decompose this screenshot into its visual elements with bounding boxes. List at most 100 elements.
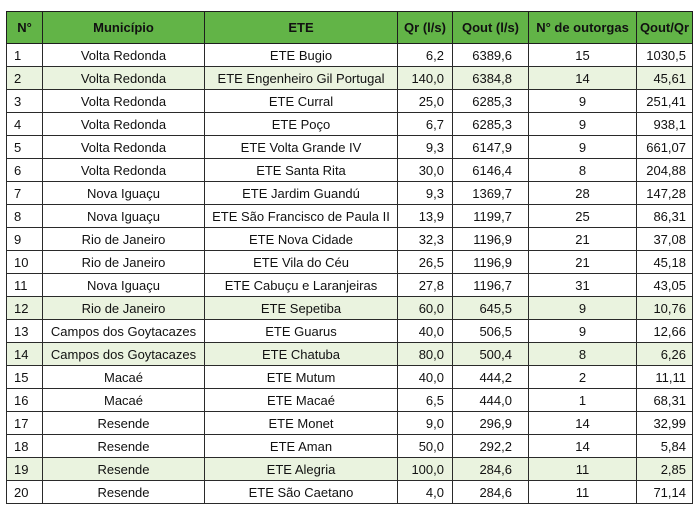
cell-number: 10 — [6, 250, 43, 274]
cell-ete: ETE Guarus — [204, 319, 398, 343]
cell-municipio: Volta Redonda — [42, 43, 205, 67]
cell-ratio: 938,1 — [636, 112, 693, 136]
cell-qr: 140,0 — [397, 66, 453, 90]
cell-municipio: Resende — [42, 411, 205, 435]
cell-outorgas: 31 — [528, 273, 637, 297]
cell-ratio: 71,14 — [636, 480, 693, 504]
cell-outorgas: 9 — [528, 135, 637, 159]
cell-municipio: Volta Redonda — [42, 158, 205, 182]
cell-number: 17 — [6, 411, 43, 435]
cell-number: 18 — [6, 434, 43, 458]
cell-qr: 6,5 — [397, 388, 453, 412]
header-ete: ETE — [204, 11, 398, 44]
cell-qout: 6147,9 — [452, 135, 529, 159]
cell-outorgas: 2 — [528, 365, 637, 389]
header-ratio: Qout/Qr — [636, 11, 693, 44]
table-row: 17 Resende ETE Monet 9,0 296,9 14 32,99 — [6, 411, 693, 435]
cell-number: 2 — [6, 66, 43, 90]
table-row: 12 Rio de Janeiro ETE Sepetiba 60,0 645,5 9 10… — [6, 296, 693, 320]
cell-number: 19 — [6, 457, 43, 481]
cell-outorgas: 9 — [528, 112, 637, 136]
cell-number: 11 — [6, 273, 43, 297]
cell-ete: ETE São Caetano — [204, 480, 398, 504]
cell-qr: 9,3 — [397, 181, 453, 205]
cell-number: 7 — [6, 181, 43, 205]
cell-ete: ETE Sepetiba — [204, 296, 398, 320]
cell-municipio: Volta Redonda — [42, 66, 205, 90]
cell-ratio: 45,18 — [636, 250, 693, 274]
table-row: 15 Macaé ETE Mutum 40,0 444,2 2 11,11 — [6, 365, 693, 389]
table-row: 18 Resende ETE Aman 50,0 292,2 14 5,84 — [6, 434, 693, 458]
table-row: 16 Macaé ETE Macaé 6,5 444,0 1 68,31 — [6, 388, 693, 412]
cell-municipio: Nova Iguaçu — [42, 273, 205, 297]
table-row: 20 Resende ETE São Caetano 4,0 284,6 11 71,14 — [6, 480, 693, 504]
cell-number: 8 — [6, 204, 43, 228]
cell-number: 5 — [6, 135, 43, 159]
header-outorgas: N° de outorgas — [528, 11, 637, 44]
cell-qr: 13,9 — [397, 204, 453, 228]
cell-qout: 284,6 — [452, 457, 529, 481]
cell-ratio: 11,11 — [636, 365, 693, 389]
cell-qout: 6389,6 — [452, 43, 529, 67]
cell-municipio: Campos dos Goytacazes — [42, 319, 205, 343]
cell-qr: 80,0 — [397, 342, 453, 366]
ete-table: N° Município ETE Qr (l/s) Qout (l/s) N° … — [6, 11, 693, 504]
cell-municipio: Resende — [42, 480, 205, 504]
cell-ratio: 6,26 — [636, 342, 693, 366]
ete-table-container: N° Município ETE Qr (l/s) Qout (l/s) N° … — [6, 11, 693, 504]
cell-outorgas: 8 — [528, 158, 637, 182]
cell-number: 15 — [6, 365, 43, 389]
cell-ete: ETE Santa Rita — [204, 158, 398, 182]
cell-ete: ETE Nova Cidade — [204, 227, 398, 251]
cell-qout: 1199,7 — [452, 204, 529, 228]
cell-number: 12 — [6, 296, 43, 320]
cell-outorgas: 14 — [528, 411, 637, 435]
cell-qout: 284,6 — [452, 480, 529, 504]
table-row: 11 Nova Iguaçu ETE Cabuçu e Laranjeiras 27,… — [6, 273, 693, 297]
cell-outorgas: 8 — [528, 342, 637, 366]
cell-ratio: 45,61 — [636, 66, 693, 90]
cell-ratio: 68,31 — [636, 388, 693, 412]
cell-outorgas: 9 — [528, 89, 637, 113]
cell-ratio: 12,66 — [636, 319, 693, 343]
cell-municipio: Campos dos Goytacazes — [42, 342, 205, 366]
cell-ete: ETE Volta Grande IV — [204, 135, 398, 159]
table-row: 3 Volta Redonda ETE Curral 25,0 6285,3 9 251,4… — [6, 89, 693, 113]
cell-qr: 25,0 — [397, 89, 453, 113]
cell-outorgas: 11 — [528, 480, 637, 504]
cell-number: 16 — [6, 388, 43, 412]
cell-qr: 60,0 — [397, 296, 453, 320]
cell-ete: ETE Macaé — [204, 388, 398, 412]
table-row: 6 Volta Redonda ETE Santa Rita 30,0 6146,4 8 2… — [6, 158, 693, 182]
cell-qout: 1196,9 — [452, 250, 529, 274]
cell-qr: 30,0 — [397, 158, 453, 182]
cell-qout: 296,9 — [452, 411, 529, 435]
cell-qout: 444,0 — [452, 388, 529, 412]
cell-qr: 6,2 — [397, 43, 453, 67]
cell-ete: ETE Vila do Céu — [204, 250, 398, 274]
cell-number: 1 — [6, 43, 43, 67]
cell-qout: 444,2 — [452, 365, 529, 389]
header-row: N° Município ETE Qr (l/s) Qout (l/s) N° … — [6, 11, 693, 44]
cell-number: 20 — [6, 480, 43, 504]
cell-number: 6 — [6, 158, 43, 182]
cell-ete: ETE Cabuçu e Laranjeiras — [204, 273, 398, 297]
cell-ete: ETE Poço — [204, 112, 398, 136]
cell-ratio: 5,84 — [636, 434, 693, 458]
cell-municipio: Macaé — [42, 388, 205, 412]
cell-ratio: 43,05 — [636, 273, 693, 297]
cell-municipio: Rio de Janeiro — [42, 227, 205, 251]
cell-qr: 40,0 — [397, 319, 453, 343]
cell-municipio: Resende — [42, 434, 205, 458]
cell-outorgas: 14 — [528, 66, 637, 90]
table-row: 7 Nova Iguaçu ETE Jardim Guandú 9,3 1369,7 28… — [6, 181, 693, 205]
cell-qr: 100,0 — [397, 457, 453, 481]
cell-ete: ETE Alegria — [204, 457, 398, 481]
cell-municipio: Volta Redonda — [42, 135, 205, 159]
table-row: 8 Nova Iguaçu ETE São Francisco de Paula I… — [6, 204, 693, 228]
cell-qout: 506,5 — [452, 319, 529, 343]
cell-municipio: Macaé — [42, 365, 205, 389]
cell-municipio: Nova Iguaçu — [42, 204, 205, 228]
table-row: 10 Rio de Janeiro ETE Vila do Céu 26,5 1196,… — [6, 250, 693, 274]
cell-outorgas: 9 — [528, 319, 637, 343]
